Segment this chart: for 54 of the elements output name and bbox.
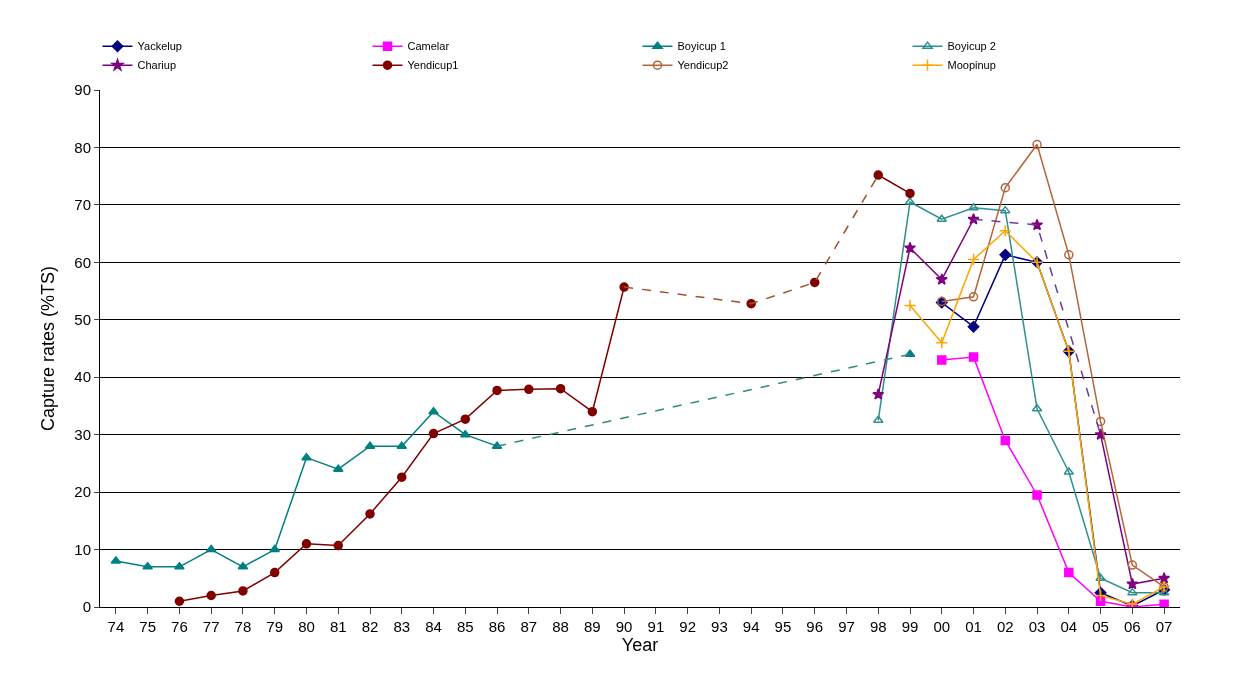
y-tick-label: 0 — [82, 598, 91, 616]
y-tick-label: 60 — [74, 253, 91, 271]
x-tick-label: 96 — [806, 618, 824, 635]
x-tick-label: 74 — [107, 618, 125, 635]
x-tick-label: 95 — [774, 618, 792, 635]
x-tick-label: 98 — [869, 618, 887, 635]
x-tick-label: 92 — [679, 618, 696, 635]
x-tick-label: 79 — [266, 618, 284, 635]
x-tick-label: 01 — [965, 618, 982, 635]
x-tick-label: 83 — [393, 618, 411, 635]
x-tick-label: 87 — [520, 618, 538, 635]
x-tick-label: 04 — [1060, 618, 1078, 635]
legend-label: Chariup — [137, 59, 177, 72]
legend-label: Yendicup1 — [407, 59, 459, 72]
x-tick-label: 84 — [425, 618, 442, 635]
legend-label: Camelar — [407, 40, 450, 53]
legend-label: Yendicup2 — [677, 59, 729, 72]
x-tick-label: 02 — [996, 618, 1014, 635]
x-tick-label: 07 — [1155, 618, 1173, 635]
y-tick-label: 50 — [74, 311, 91, 329]
y-tick-label: 40 — [74, 368, 91, 386]
y-tick-label: 90 — [74, 81, 91, 99]
x-tick-label: 99 — [901, 618, 919, 635]
x-tick-label: 00 — [933, 618, 951, 635]
legend-label: Yackelup — [137, 40, 182, 53]
y-tick-label: 30 — [74, 425, 91, 443]
x-tick-label: 93 — [711, 618, 728, 635]
x-tick-label: 91 — [647, 618, 665, 635]
x-tick-label: 77 — [202, 618, 220, 635]
x-tick-label: 89 — [584, 618, 601, 635]
y-axis-title: Capture rates (%TS) — [37, 265, 58, 432]
x-tick-label: 05 — [1092, 618, 1109, 635]
x-tick-label: 75 — [139, 618, 156, 635]
x-axis-title: Year — [621, 635, 659, 656]
x-tick-label: 76 — [171, 618, 188, 635]
x-tick-label: 88 — [552, 618, 569, 635]
x-tick-label: 03 — [1028, 618, 1046, 635]
x-tick-label: 94 — [742, 618, 760, 635]
x-tick-label: 86 — [488, 618, 506, 635]
x-tick-label: 90 — [615, 618, 633, 635]
y-tick-label: 20 — [74, 483, 91, 501]
y-tick-label: 70 — [74, 196, 91, 214]
legend-label: Boyicup 2 — [947, 40, 996, 53]
x-tick-label: 06 — [1124, 618, 1141, 635]
y-tick-label: 10 — [74, 540, 91, 558]
x-tick-label: 82 — [361, 618, 379, 635]
y-tick-label: 80 — [74, 138, 91, 156]
legend-label: Moopinup — [947, 59, 996, 72]
x-tick-label: 80 — [298, 618, 315, 635]
x-tick-label: 78 — [234, 618, 252, 635]
x-tick-label: 85 — [456, 618, 474, 635]
x-tick-label: 97 — [838, 618, 855, 635]
legend-label: Boyicup 1 — [677, 40, 726, 53]
x-tick-label: 81 — [329, 618, 347, 635]
